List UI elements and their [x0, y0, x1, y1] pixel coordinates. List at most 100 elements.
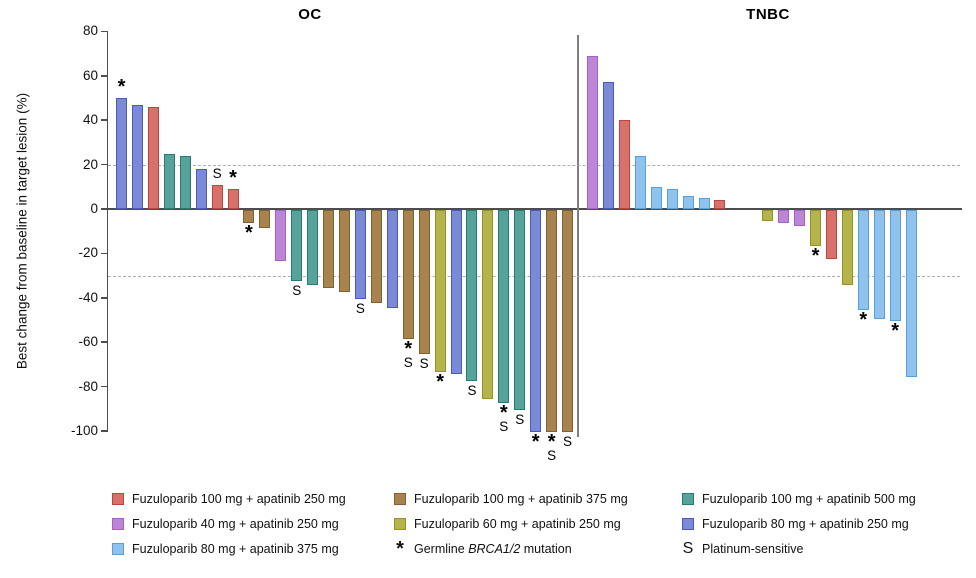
brca-mutation-mark: *: [404, 337, 413, 360]
y-tick-label: -40: [78, 289, 98, 305]
legend-swatch-olive: [394, 517, 406, 530]
brca-mutation-mark: *: [859, 308, 868, 331]
bar: [195, 169, 207, 209]
legend-item: Fuzuloparib 100 mg + apatinib 375 mg: [394, 492, 682, 506]
bar: [873, 210, 885, 319]
y-tick: [101, 119, 107, 121]
bar: [666, 189, 678, 209]
legend-label: Fuzuloparib 100 mg + apatinib 500 mg: [702, 491, 916, 506]
legend-swatch-lightblue: [112, 542, 124, 555]
legend-item: Fuzuloparib 40 mg + apatinib 250 mg: [112, 517, 394, 531]
zero-baseline: [106, 208, 962, 210]
bar: [370, 210, 382, 304]
bar: [402, 210, 414, 339]
bar: [131, 104, 143, 209]
legend-swatch-blue: [682, 517, 694, 530]
legend-item: Fuzuloparib 80 mg + apatinib 375 mg: [112, 542, 394, 556]
brca-mutation-mark: *: [531, 431, 540, 453]
y-axis-line: [106, 31, 108, 432]
y-tick-label: -20: [78, 245, 98, 261]
bar: [857, 210, 869, 310]
brca-mutation-mark: *: [245, 222, 253, 245]
bar: [634, 155, 646, 209]
y-tick-label: -60: [78, 334, 98, 350]
platinum-sensitive-mark: S: [467, 382, 477, 398]
brca-mutation-mark: *: [229, 167, 237, 190]
y-tick-label: 0: [90, 201, 98, 216]
bar: [339, 210, 351, 293]
legend-item: Fuzuloparib 100 mg + apatinib 250 mg: [112, 492, 394, 506]
platinum-sensitive-mark: S: [515, 411, 525, 427]
y-tick-label: -80: [78, 378, 98, 394]
bar: [889, 210, 901, 321]
bar: [307, 210, 319, 286]
platinum-sensitive-mark: S: [292, 283, 302, 299]
bar: [227, 189, 239, 209]
bar: [354, 210, 366, 299]
bar: [211, 184, 223, 209]
legend-label: Fuzuloparib 40 mg + apatinib 250 mg: [132, 516, 339, 531]
legend-label: Fuzuloparib 60 mg + apatinib 250 mg: [414, 516, 621, 531]
bar: [762, 210, 774, 222]
bar: [778, 210, 790, 224]
bar: [841, 210, 853, 286]
legend-label: Fuzuloparib 100 mg + apatinib 250 mg: [132, 491, 346, 506]
bar: [434, 210, 446, 373]
legend-swatch-teal: [682, 492, 694, 505]
platinum-sensitive-mark: S: [212, 165, 222, 181]
bar: [291, 210, 303, 282]
bar: [386, 210, 398, 308]
bar: [243, 210, 255, 224]
legend-item: Fuzuloparib 100 mg + apatinib 500 mg: [682, 492, 952, 506]
bar: [698, 197, 710, 209]
bar: [546, 210, 558, 432]
y-tick: [101, 75, 107, 77]
legend-item: Fuzuloparib 80 mg + apatinib 250 mg: [682, 517, 952, 531]
bar: [794, 210, 806, 226]
bar: [259, 210, 271, 228]
bar: [450, 210, 462, 375]
platinum-sensitive-mark: S: [419, 356, 429, 372]
bar: [587, 55, 598, 209]
y-tick: [101, 341, 107, 343]
platinum-sensitive-mark: S: [547, 448, 557, 463]
legend-swatch-purple: [112, 517, 124, 530]
y-tick: [101, 252, 107, 255]
legend-swatch-brown: [394, 492, 406, 505]
brca-mutation-mark: *: [499, 402, 508, 425]
legend-label: Fuzuloparib 80 mg + apatinib 250 mg: [702, 516, 909, 531]
panel-divider-line: [577, 35, 579, 437]
legend-s-symbol: S: [682, 539, 694, 557]
y-tick: [101, 385, 107, 388]
legend-item: Fuzuloparib 60 mg + apatinib 250 mg: [394, 517, 682, 531]
y-tick-label: 20: [82, 156, 98, 172]
bar: [116, 98, 127, 209]
bar: [650, 186, 662, 209]
bar: [498, 210, 510, 404]
y-tick-label: -100: [70, 423, 98, 438]
legend-label: Germline BRCA1/2 mutation: [414, 541, 572, 556]
bar: [179, 155, 191, 209]
bar: [682, 195, 694, 209]
bar: [147, 106, 159, 209]
y-tick: [101, 297, 107, 299]
legend-label: Fuzuloparib 100 mg + apatinib 375 mg: [414, 491, 628, 506]
bar: [323, 210, 335, 288]
bar: [530, 210, 542, 432]
brca-mutation-mark: *: [117, 76, 126, 98]
brca-mutation-mark: *: [436, 371, 444, 394]
panel-title-oc: OC: [298, 6, 322, 23]
bar: [466, 210, 478, 381]
panel-title-tnbc: TNBC: [746, 6, 790, 23]
y-tick: [101, 430, 107, 432]
y-tick: [101, 208, 107, 210]
bar: [714, 200, 726, 209]
platinum-sensitive-mark: S: [403, 354, 413, 370]
legend: Fuzuloparib 100 mg + apatinib 250 mg Fuzu…: [112, 486, 952, 561]
y-tick-label: 40: [82, 112, 98, 128]
bar: [905, 210, 917, 377]
bar: [482, 210, 494, 399]
legend-item: S Platinum-sensitive: [682, 539, 952, 557]
bar: [825, 210, 837, 259]
